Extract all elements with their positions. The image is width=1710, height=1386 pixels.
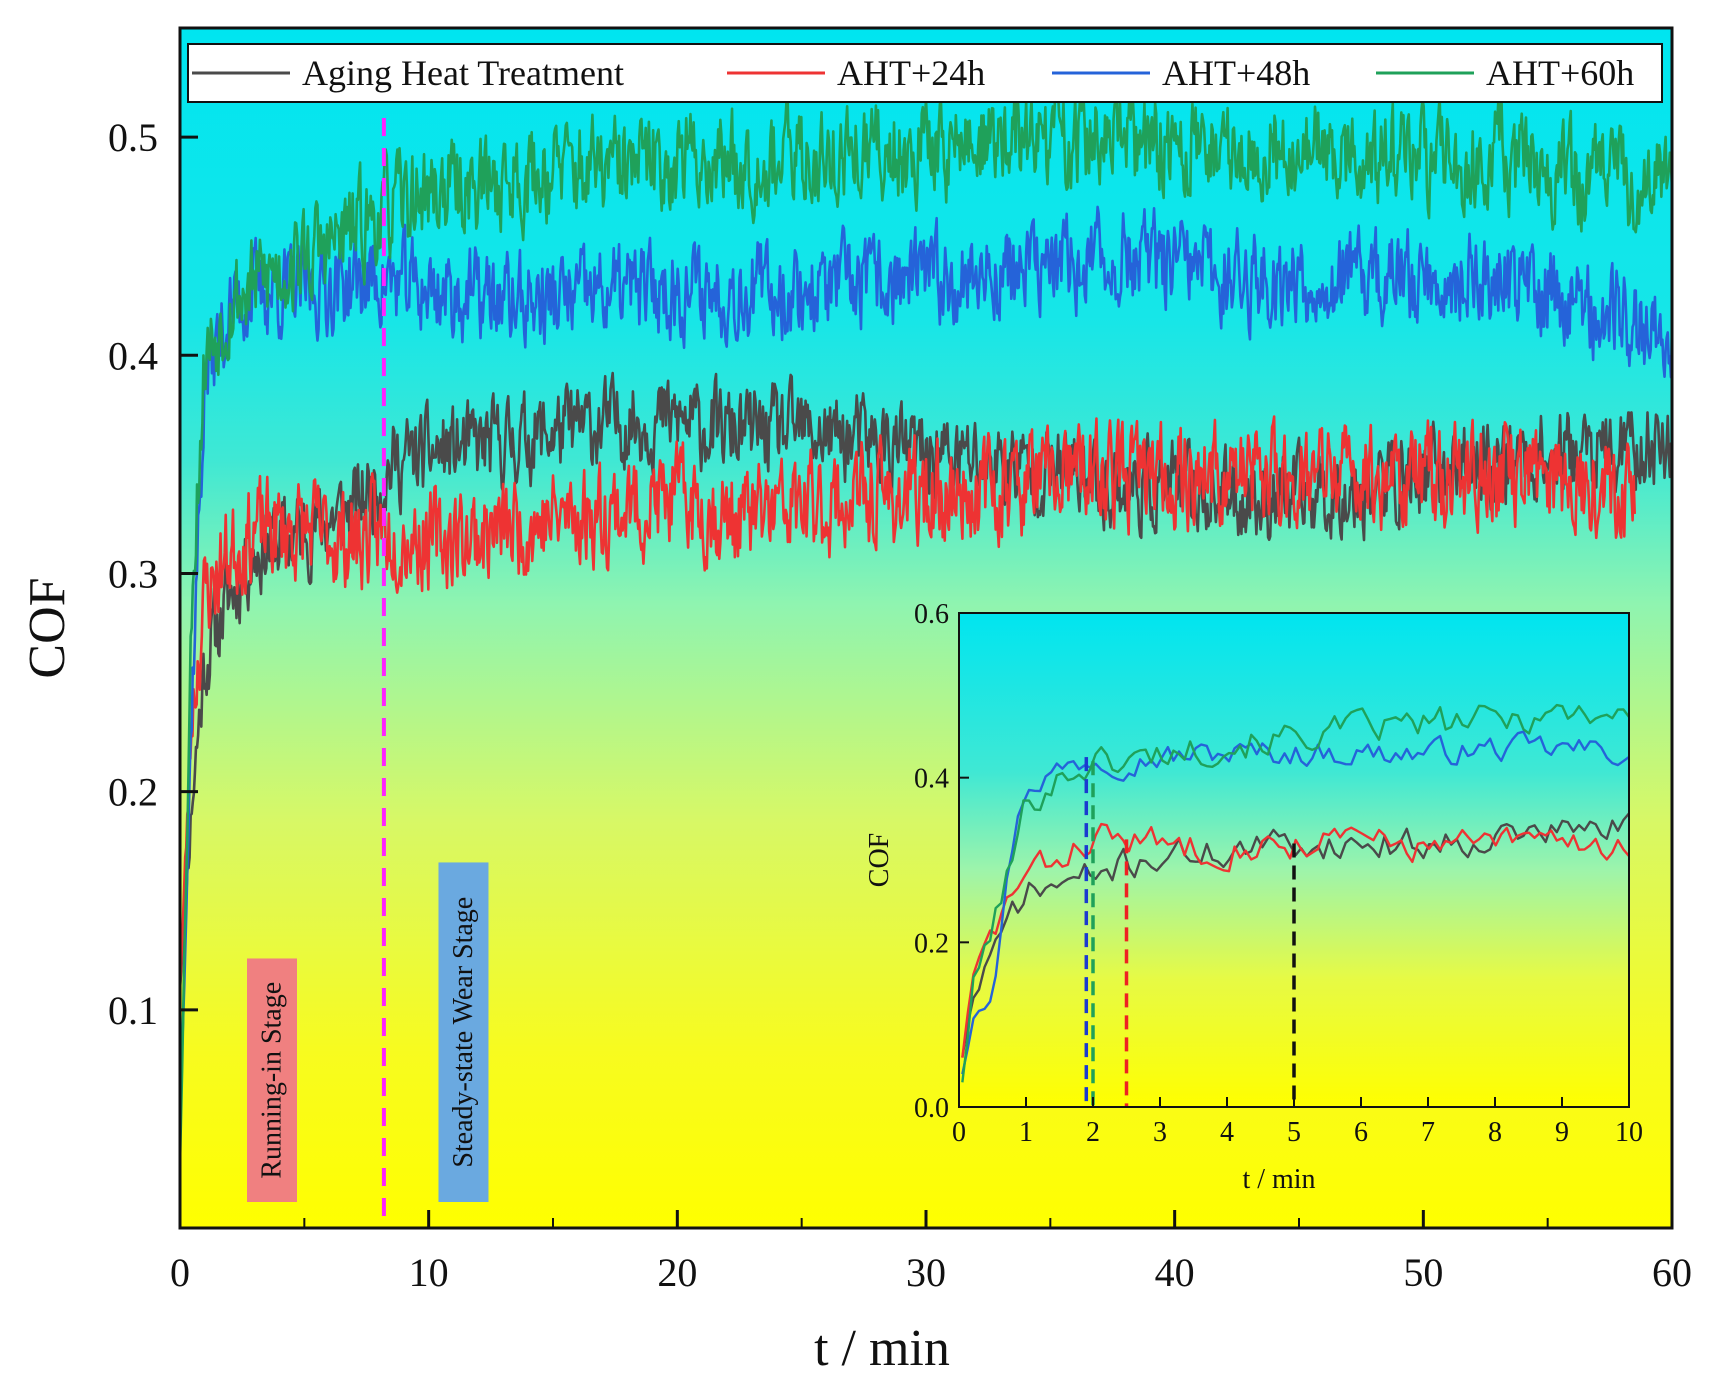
x-axis-label: t / min bbox=[814, 1320, 950, 1377]
main-series-line-1 bbox=[180, 415, 1636, 989]
inset-x-tick-label-1: 1 bbox=[1019, 1117, 1033, 1148]
inset-x-axis-label: t / min bbox=[1242, 1164, 1315, 1195]
y-tick-label-3: 0.4 bbox=[108, 333, 158, 378]
x-tick-label-5: 50 bbox=[1403, 1250, 1443, 1295]
y-axis-label: COF bbox=[19, 577, 76, 678]
stage-label-bg-1 bbox=[438, 862, 489, 1202]
inset-x-tick-label-5: 5 bbox=[1287, 1117, 1301, 1148]
inset-y-tick-label-0: 0.0 bbox=[914, 1093, 949, 1124]
inset-y-tick-label-1: 0.2 bbox=[914, 928, 949, 959]
main-series-line-2 bbox=[180, 205, 1672, 1119]
inset-series-line-3 bbox=[961, 703, 1629, 1083]
x-tick-label-6: 60 bbox=[1652, 1250, 1692, 1295]
inset-x-tick-label-7: 7 bbox=[1421, 1117, 1435, 1148]
stage-label-text-0: Running-in Stage bbox=[257, 982, 288, 1179]
inset-y-tick-label-2: 0.4 bbox=[914, 764, 949, 795]
inset-series-line-2 bbox=[961, 730, 1629, 1075]
inset-x-tick-label-0: 0 bbox=[952, 1117, 966, 1148]
y-tick-label-0: 0.1 bbox=[108, 988, 158, 1033]
inset-x-tick-label-3: 3 bbox=[1153, 1117, 1167, 1148]
stage-label-1: Steady-state Wear Stage bbox=[438, 862, 489, 1202]
inset-y-axis-label: COF bbox=[864, 833, 895, 887]
x-tick-label-1: 10 bbox=[409, 1250, 449, 1295]
legend: Aging Heat Treatment AHT+24h AHT+48h AHT+60… bbox=[187, 43, 1663, 103]
inset-x-tick-label-6: 6 bbox=[1354, 1117, 1368, 1148]
inset-x-tick-label-8: 8 bbox=[1488, 1117, 1502, 1148]
inset-x-tick-label-10: 10 bbox=[1615, 1117, 1643, 1148]
stage-label-bg-0 bbox=[247, 958, 298, 1202]
y-tick-label-4: 0.5 bbox=[108, 115, 158, 160]
x-tick-label-0: 0 bbox=[170, 1250, 190, 1295]
x-tick-label-2: 20 bbox=[657, 1250, 697, 1295]
x-tick-label-4: 40 bbox=[1155, 1250, 1195, 1295]
legend-label-1: AHT+24h bbox=[837, 53, 985, 93]
inset-series-line-1 bbox=[961, 822, 1629, 1058]
inset-x-tick-label-4: 4 bbox=[1220, 1117, 1234, 1148]
stage-label-text-1: Steady-state Wear Stage bbox=[448, 897, 479, 1168]
legend-label-0: Aging Heat Treatment bbox=[302, 53, 624, 93]
inset-chart: 0 1 2 3 4 5 6 7 8 9 10 0.0 0.2 0.4 0.6 t / min COF bbox=[864, 599, 1643, 1195]
legend-label-3: AHT+60h bbox=[1486, 53, 1634, 93]
inset-x-tick-label-2: 2 bbox=[1086, 1117, 1100, 1148]
inset-y-tick-label-3: 0.6 bbox=[914, 599, 949, 630]
inset-x-tick-label-9: 9 bbox=[1555, 1117, 1569, 1148]
legend-label-2: AHT+48h bbox=[1162, 53, 1310, 93]
stage-label-0: Running-in Stage bbox=[247, 958, 298, 1202]
y-tick-label-2: 0.3 bbox=[108, 551, 158, 596]
x-tick-label-3: 30 bbox=[906, 1250, 946, 1295]
y-tick-label-1: 0.2 bbox=[108, 770, 158, 815]
